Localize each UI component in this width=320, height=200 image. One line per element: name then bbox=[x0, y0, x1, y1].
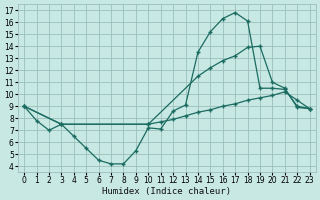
X-axis label: Humidex (Indice chaleur): Humidex (Indice chaleur) bbox=[102, 187, 231, 196]
